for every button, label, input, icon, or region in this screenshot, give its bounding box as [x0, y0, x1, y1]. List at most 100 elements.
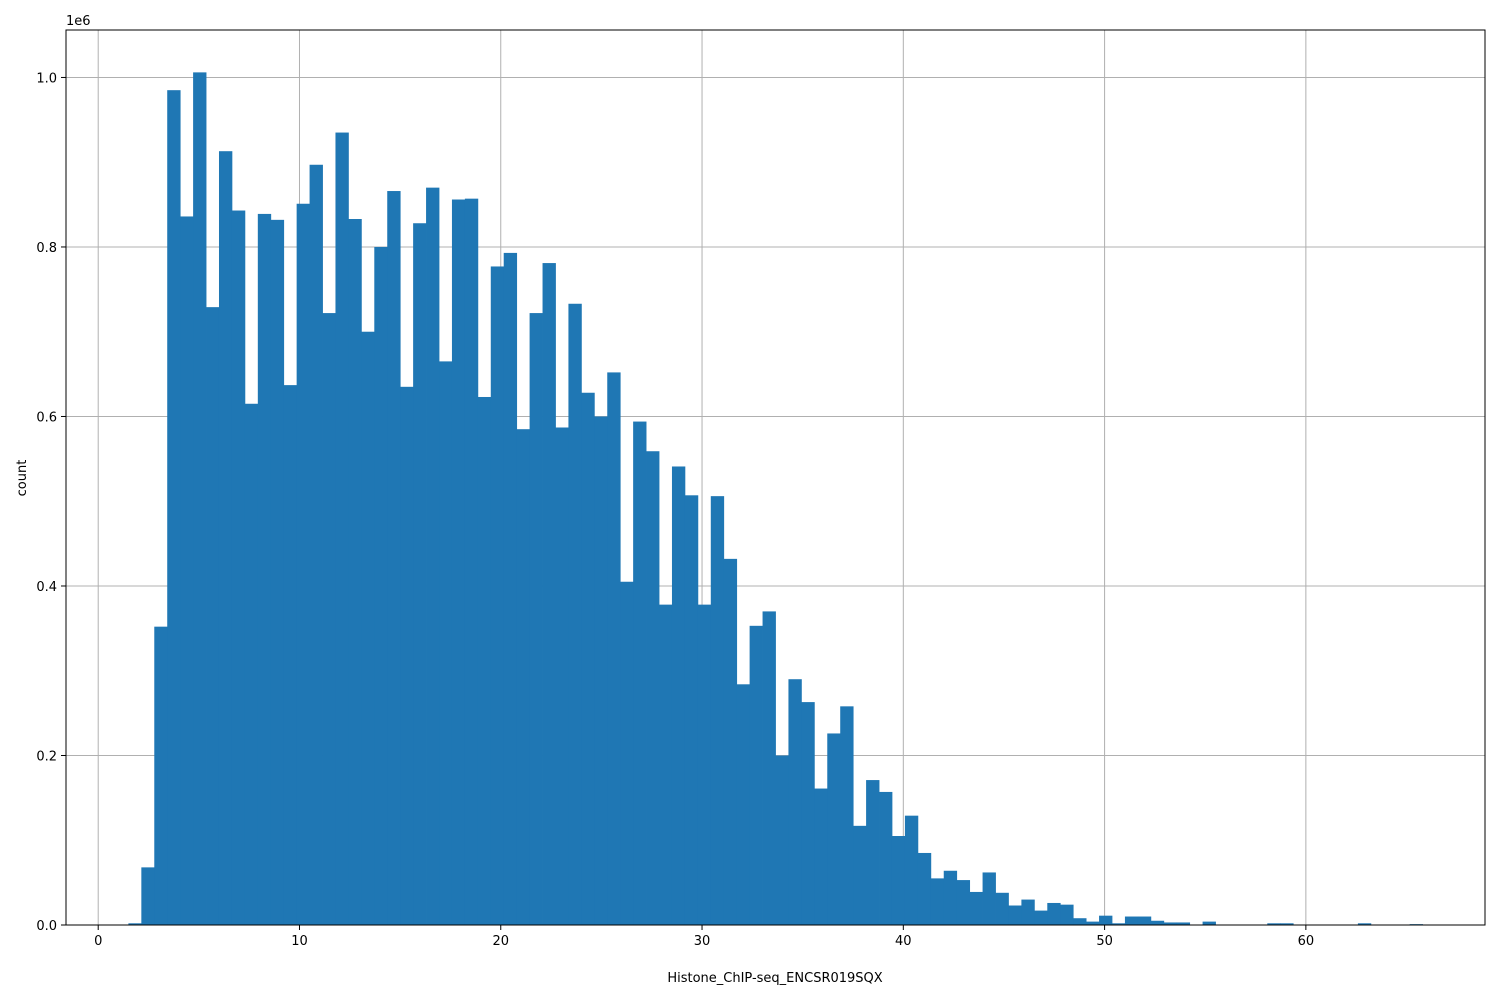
histogram-bar: [309, 164, 323, 925]
y-tick-label: 0.4: [36, 580, 57, 595]
y-tick-label: 0.2: [36, 749, 57, 764]
histogram-bar: [270, 219, 285, 925]
histogram-bar: [503, 252, 518, 925]
histogram-bar: [594, 416, 608, 925]
histogram-bar: [956, 880, 971, 925]
y-tick-label: 0.6: [36, 410, 57, 425]
histogram-bar: [917, 852, 932, 925]
histogram-bar: [697, 604, 712, 925]
histogram-bar: [1021, 899, 1035, 925]
histogram-bar: [1176, 922, 1191, 925]
histogram-bar: [1137, 916, 1152, 925]
histogram-bar: [477, 396, 492, 925]
histogram-bar: [154, 626, 168, 925]
histogram-bar: [1086, 921, 1100, 925]
histogram-bar: [1008, 905, 1022, 925]
histogram-bar: [620, 581, 634, 925]
histogram-bar: [516, 429, 531, 925]
x-axis-ticks: 0 10 20 30 40 50 60: [94, 925, 1314, 949]
histogram-bar: [542, 263, 556, 926]
histogram-bar: [244, 403, 259, 926]
histogram-bar: [283, 385, 298, 925]
histogram-bar: [1280, 923, 1294, 925]
histogram-bar: [257, 213, 272, 926]
histogram-bar: [762, 611, 776, 925]
histogram-bar: [801, 702, 815, 925]
y-tick-label: 1.0: [36, 71, 57, 86]
histogram-bar: [930, 878, 945, 925]
histogram-bar: [361, 331, 375, 925]
x-axis-label: Histone_ChIP-seq_ENCSR019SQX: [667, 971, 882, 986]
histogram-bar: [840, 706, 854, 925]
histogram-bar: [749, 625, 763, 925]
y-axis-label: count: [15, 460, 30, 497]
histogram-bar: [1073, 918, 1087, 925]
histogram-bar: [943, 870, 958, 925]
histogram-bar: [736, 684, 751, 925]
histogram-bar: [684, 495, 699, 925]
histogram-bar: [659, 604, 673, 925]
histogram-bar: [231, 210, 246, 925]
histogram-bars: [128, 72, 1424, 926]
histogram-bar: [1034, 910, 1048, 925]
plot-area-frame: [65, 29, 1486, 926]
histogram-bar: [464, 198, 479, 925]
y-axis-ticks: 0.0 0.2 0.4 0.6 0.8 1.0: [36, 71, 66, 934]
y-tick-label: 0.8: [36, 241, 57, 256]
histogram-bar: [1124, 916, 1139, 925]
histogram-bar: [451, 199, 466, 925]
histogram-bar: [633, 421, 647, 925]
histogram-bar: [710, 496, 725, 925]
histogram-bar: [1202, 921, 1216, 925]
histogram-bar: [969, 891, 983, 925]
histogram-bar: [218, 151, 233, 925]
x-tick-label: 60: [1298, 934, 1315, 949]
histogram-bar: [413, 223, 427, 925]
histogram-bar: [891, 836, 906, 925]
x-tick-label: 50: [1096, 934, 1113, 949]
histogram-bar: [1060, 904, 1074, 925]
histogram-bar: [568, 303, 582, 925]
histogram-bar: [1150, 920, 1165, 925]
histogram-bar: [490, 266, 505, 925]
histogram-bar: [853, 825, 867, 925]
histogram-bar: [322, 313, 336, 925]
histogram-bar: [1111, 923, 1126, 925]
histogram-bar: [607, 372, 621, 926]
histogram-bar: [128, 923, 142, 925]
histogram-bar: [1047, 902, 1061, 925]
y-tick-label: 0.0: [36, 919, 57, 934]
histogram-bar: [1357, 923, 1372, 925]
histogram-bar: [387, 191, 401, 925]
histogram-bar: [814, 788, 828, 925]
histogram-bar: [581, 392, 595, 925]
x-tick-label: 40: [895, 934, 912, 949]
histogram-bar: [400, 386, 414, 925]
histogram-bar: [555, 427, 569, 925]
histogram-bar: [206, 307, 220, 925]
histogram-bar: [646, 451, 660, 925]
histogram-bar: [723, 558, 738, 925]
histogram-bar: [1163, 922, 1178, 925]
x-tick-label: 0: [94, 934, 102, 949]
histogram-bar: [1099, 915, 1113, 925]
histogram-bar: [426, 187, 440, 926]
histogram-bar: [827, 733, 841, 925]
histogram-bar: [348, 219, 362, 925]
histogram-bar: [439, 361, 453, 925]
histogram-bar: [167, 90, 181, 926]
y-axis-multiplier: 1e6: [66, 14, 91, 29]
histogram-bar: [995, 892, 1009, 925]
histogram-bar: [904, 815, 919, 925]
histogram-bar: [788, 679, 802, 925]
histogram-bar: [866, 780, 880, 925]
histogram-bar: [1267, 923, 1281, 925]
x-tick-label: 30: [694, 934, 711, 949]
x-tick-label: 20: [492, 934, 509, 949]
histogram-bar: [180, 216, 194, 926]
histogram-bar: [879, 791, 893, 925]
histogram-bar: [775, 755, 789, 925]
histogram-bar: [671, 466, 686, 925]
histogram-bar: [529, 313, 543, 925]
